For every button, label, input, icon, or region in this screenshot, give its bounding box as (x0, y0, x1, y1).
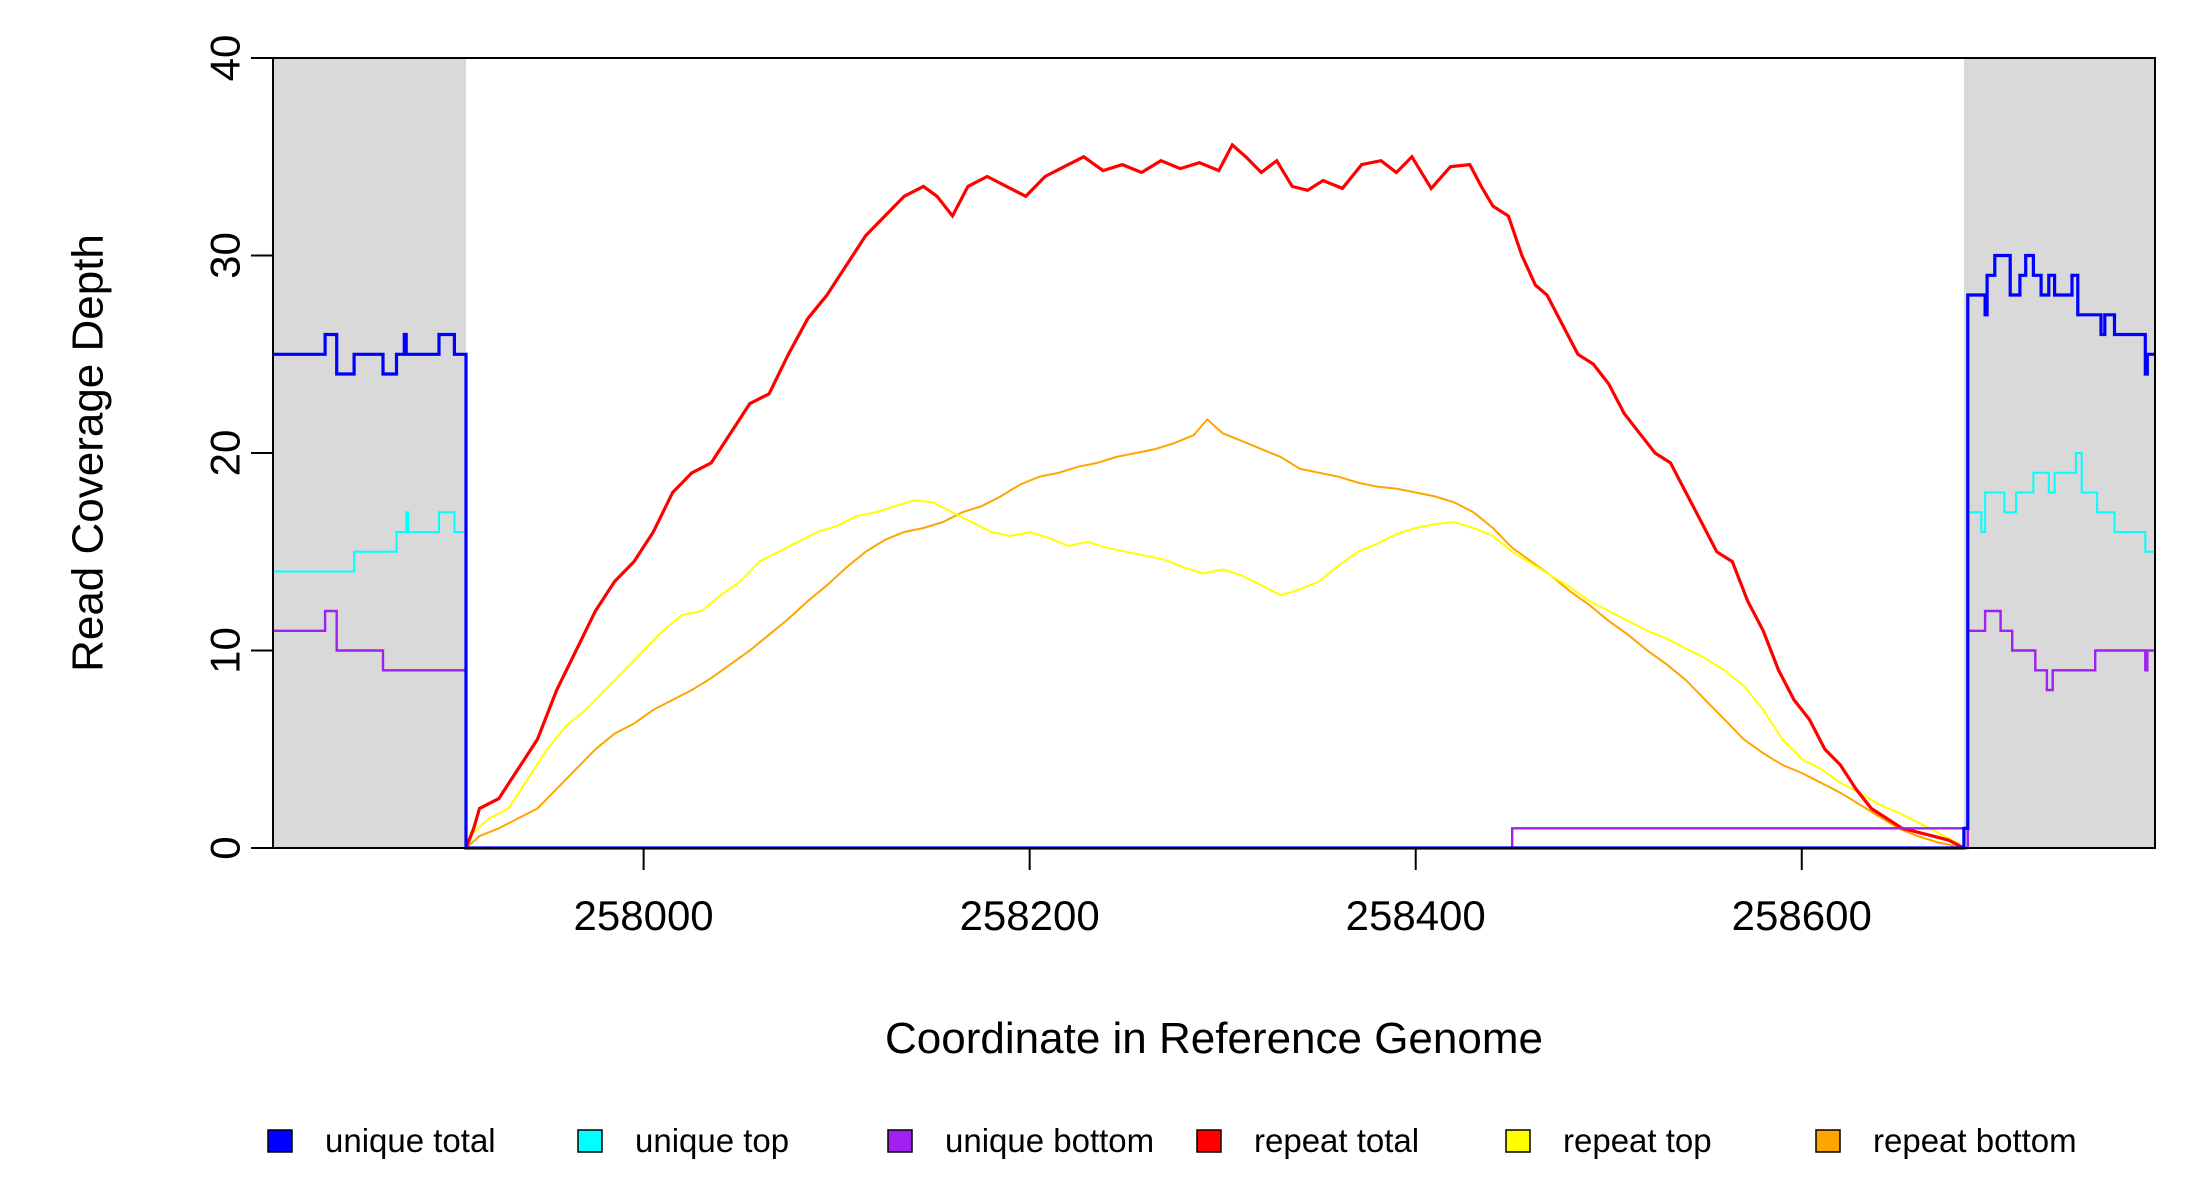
series-unique-bottom (273, 609, 2155, 850)
legend-label: repeat total (1254, 1122, 1419, 1159)
series-repeat-top (465, 499, 1965, 849)
legend-item-unique-total: unique total (267, 1122, 496, 1159)
legend-item-repeat-total: repeat total (1196, 1122, 1419, 1159)
series-lines (273, 142, 2155, 850)
legend-swatch (1505, 1129, 1531, 1153)
series-repeat-total (464, 142, 1965, 850)
legend-item-repeat-bottom: repeat bottom (1815, 1122, 2077, 1159)
legend: unique total unique top unique bottom repea… (267, 1122, 2077, 1159)
legend-label: unique top (635, 1122, 789, 1159)
legend-item-repeat-top: repeat top (1505, 1122, 1712, 1159)
x-tick-label: 258000 (574, 892, 714, 939)
shaded-regions (273, 58, 2155, 848)
legend-swatch (1815, 1129, 1841, 1153)
legend-item-unique-bottom: unique bottom (887, 1122, 1154, 1159)
legend-swatch (267, 1129, 293, 1153)
legend-item-unique-top: unique top (577, 1122, 789, 1159)
legend-swatch (887, 1129, 913, 1153)
legend-swatch (577, 1129, 603, 1153)
series-unique-top (273, 452, 2155, 849)
shaded-region-1 (273, 58, 467, 848)
legend-label: unique bottom (945, 1122, 1154, 1159)
legend-label: unique total (325, 1122, 496, 1159)
y-tick-label: 10 (202, 627, 249, 674)
y-tick-label: 20 (202, 430, 249, 477)
axes: 258000 258200 258400 258600 0 10 20 30 40 (202, 35, 1872, 939)
y-tick-label: 40 (202, 35, 249, 82)
series-unique-total (273, 253, 2155, 850)
x-tick-label: 258200 (960, 892, 1100, 939)
y-tick-label: 30 (202, 232, 249, 279)
plot-frame (272, 57, 2156, 849)
x-tick-label: 258400 (1346, 892, 1486, 939)
x-axis-title: Coordinate in Reference Genome (885, 1014, 1543, 1063)
legend-swatch (1196, 1129, 1222, 1153)
series-repeat-bottom (465, 417, 1965, 849)
y-axis-title: Read Coverage Depth (64, 234, 113, 672)
x-tick-label: 258600 (1732, 892, 1872, 939)
shaded-region-2 (1963, 58, 2155, 848)
y-tick-label: 0 (202, 836, 249, 859)
legend-label: repeat top (1563, 1122, 1712, 1159)
legend-label: repeat bottom (1873, 1122, 2077, 1159)
